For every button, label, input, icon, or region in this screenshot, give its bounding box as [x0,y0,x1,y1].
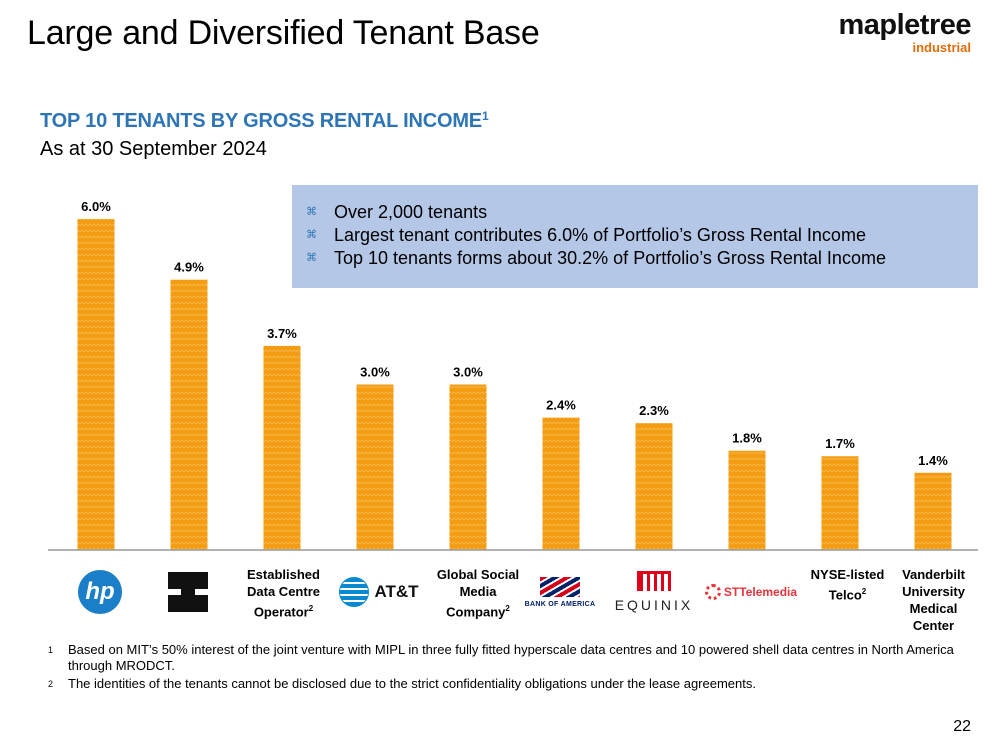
logo-main-text: mapletree [838,9,971,41]
category-label-line: Global Social [436,567,520,582]
equinix-mark-icon [636,571,671,591]
bar-1 [77,219,115,550]
footnote-number: 2 [48,679,54,689]
footnote-text: The identities of the tenants cannot be … [68,676,756,691]
category-label-line: Medical [909,601,958,616]
category-label-line: University [902,584,965,599]
category-label-nyse-telco: NYSE-listed Telco2 [800,566,895,603]
category-label-bank-of-america: BANK OF AMERICA [518,566,602,618]
highlight-item: ⌘ Largest tenant contributes 6.0% of Port… [306,224,978,247]
highlight-list: ⌘ Over 2,000 tenants ⌘ Largest tenant cont… [306,201,978,270]
footnote-number: 1 [48,645,54,655]
category-label-line: Company2 [446,604,510,620]
bar-value-label: 4.9% [174,260,204,275]
bar-value-label: 1.8% [732,431,762,446]
bar-value-label: 3.0% [360,365,390,380]
highlight-item: ⌘ Top 10 tenants forms about 30.2% of Por… [306,247,978,270]
category-label-st-telemedia: STTelemedia [700,566,802,618]
bank-of-america-logo-icon: BANK OF AMERICA [524,576,596,608]
st-telemedia-logo-icon: STTelemedia [704,584,798,600]
footnote-text: Based on MIT’s 50% interest of the joint… [68,642,954,673]
highlight-text: Over 2,000 tenants [334,202,488,222]
highlight-box: ⌘ Over 2,000 tenants ⌘ Largest tenant cont… [292,185,978,288]
category-label-line: Operator2 [253,604,314,620]
bar-2 [170,279,208,550]
bar-7 [635,423,673,550]
category-label-line: Data Centre [247,584,320,599]
st-telemedia-logo-text: STTelemedia [723,585,798,599]
chart-subtitle: As at 30 September 2024 [40,138,267,160]
bar-10 [914,472,952,550]
category-label-line: Media [459,584,497,599]
bar-5 [449,384,487,550]
bar-value-label: 3.0% [453,365,483,380]
category-label-line: Telco2 [828,587,867,603]
category-label-att: AT&T [336,566,422,618]
footnote-item: 1 Based on MIT’s 50% interest of the joi… [48,642,968,674]
page-title: Large and Diversified Tenant Base [27,14,540,52]
bar-value-label: 2.3% [639,403,669,418]
bullet-icon: ⌘ [306,252,317,264]
bullet-icon: ⌘ [306,229,317,241]
bar-3 [263,345,301,550]
logo-sub-text: industrial [912,40,971,55]
boa-logo-text: BANK OF AMERICA [524,600,596,608]
bar-value-label: 6.0% [81,199,111,214]
category-label-line: Vanderbilt [902,567,965,582]
hp-logo-icon: hp [78,570,122,614]
st-dots-icon [704,584,721,600]
footnote-item: 2 The identities of the tenants cannot b… [48,676,968,692]
bar-6 [542,417,580,550]
category-label-line: Established [247,567,320,582]
bar-4 [356,384,394,550]
chart-title-text: TOP 10 TENANTS BY GROSS RENTAL INCOME [40,110,482,132]
bar-8 [728,450,766,550]
category-label-equinix: EQUINIX [604,566,704,618]
att-logo-icon: AT&T [339,577,419,607]
att-logo-text: AT&T [374,582,419,601]
att-globe-icon [339,577,370,607]
bar-value-label: 1.7% [825,436,855,451]
page-number: 22 [953,718,971,735]
highlight-text: Top 10 tenants forms about 30.2% of Port… [334,248,886,268]
highlight-item: ⌘ Over 2,000 tenants [306,201,978,224]
highlight-text: Largest tenant contributes 6.0% of Portf… [334,225,866,245]
black-block-logo-icon [168,572,208,612]
category-label-line: Center [912,618,955,633]
bar-value-label: 2.4% [546,398,576,413]
mapletree-logo: mapletree industrial [821,10,971,58]
category-label-data-centre-operator: Established Data Centre Operator2 [236,566,331,620]
boa-flag-icon [540,576,580,597]
chart-title-footnote: 1 [481,109,489,123]
equinix-logo-text: EQUINIX [614,597,694,613]
bar-9 [821,456,859,550]
bar-value-label: 3.7% [267,326,297,341]
category-label-undisclosed-logo [166,566,210,618]
bar-value-label: 1.4% [918,453,948,468]
equinix-logo-icon: EQUINIX [615,571,694,613]
bullet-icon: ⌘ [306,206,317,218]
category-label-vanderbilt: Vanderbilt University Medical Center [886,566,981,634]
category-label-line: NYSE-listed [810,567,885,582]
chart-title: TOP 10 TENANTS BY GROSS RENTAL INCOME1 [40,109,489,133]
category-label-hp: hp [78,566,122,618]
category-label-social-media-company: Global Social Media Company2 [424,566,532,620]
footnotes: 1 Based on MIT’s 50% interest of the joi… [48,642,968,694]
